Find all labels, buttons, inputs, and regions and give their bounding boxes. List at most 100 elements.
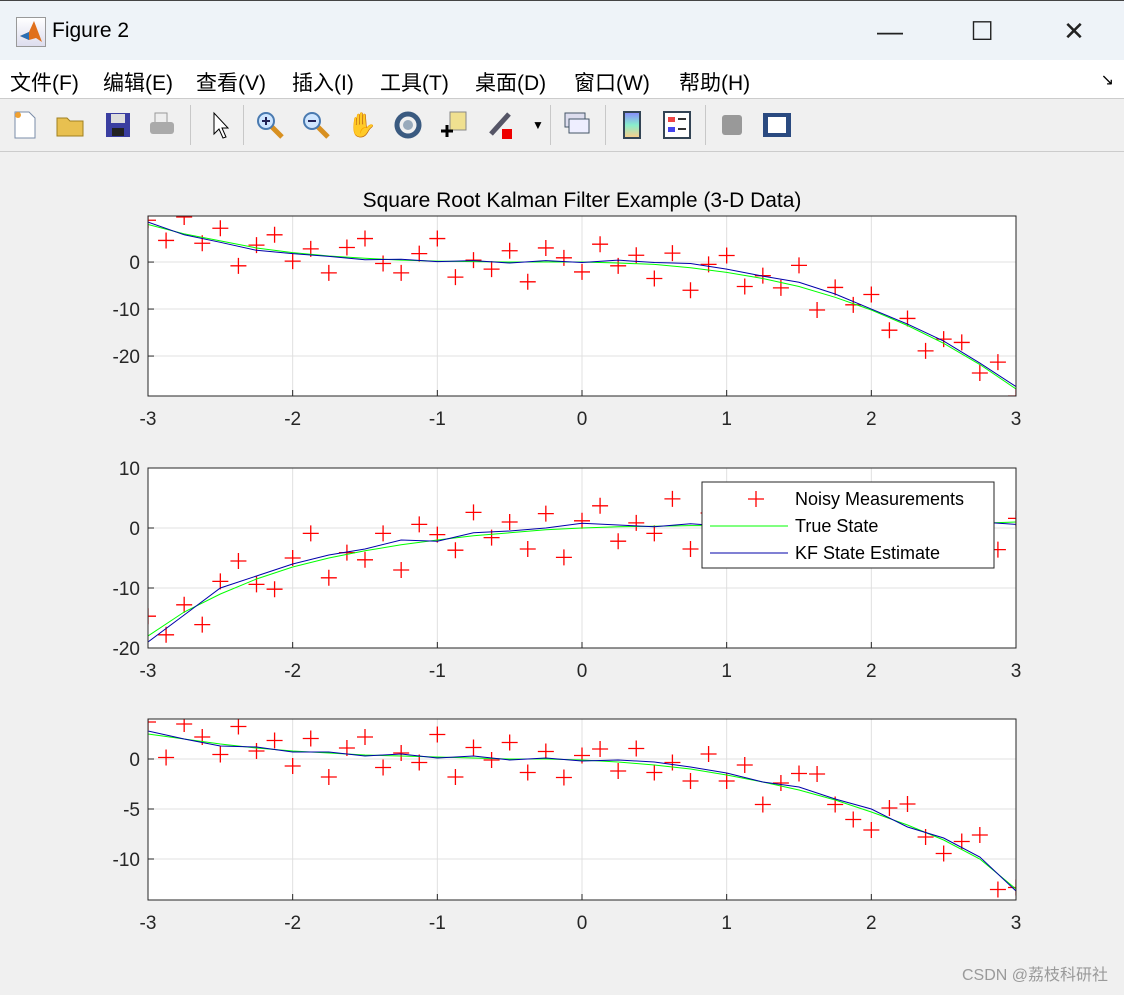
brush-dropdown-icon[interactable]: ▼ <box>532 118 544 132</box>
close-button[interactable]: ✕ <box>1063 15 1085 46</box>
show-plot-tools-icon[interactable] <box>761 109 793 141</box>
rotate-3d-icon[interactable] <box>392 109 424 141</box>
measurement-point <box>682 282 699 299</box>
insert-colorbar-icon[interactable] <box>616 109 648 141</box>
y-tick-label: 0 <box>129 750 140 771</box>
measurement-point <box>357 551 373 568</box>
axes-box <box>147 215 1017 397</box>
zoom-in-icon[interactable] <box>254 109 286 141</box>
save-icon[interactable] <box>102 109 134 141</box>
measurement-point <box>411 516 428 533</box>
title-bar: Figure 2 — ☐ ✕ <box>0 0 1124 61</box>
measurement-point <box>664 490 681 507</box>
minimize-button[interactable]: — <box>877 15 903 46</box>
measurement-point <box>230 553 247 569</box>
measurement-point <box>754 796 771 813</box>
measurement-point <box>628 740 645 757</box>
x-tick-label: 1 <box>721 661 732 682</box>
matlab-logo-icon <box>16 17 46 47</box>
x-tick-label: 2 <box>866 661 877 682</box>
measurement-point <box>628 247 645 264</box>
measurement-point <box>465 739 482 756</box>
menu-help[interactable]: 帮助(H) <box>679 72 751 95</box>
measurement-point <box>320 569 337 586</box>
measurement-point <box>971 827 988 843</box>
measurement-point <box>646 764 663 781</box>
measurement-point <box>447 769 464 785</box>
measurement-point <box>519 273 536 290</box>
x-tick-label: -3 <box>140 913 157 934</box>
y-tick-label: -20 <box>113 639 140 660</box>
measurement-point <box>917 342 934 359</box>
measurement-point <box>863 286 880 303</box>
x-tick-label: -2 <box>284 661 301 682</box>
pan-hand-icon[interactable]: ✋ <box>347 111 377 139</box>
maximize-button[interactable]: ☐ <box>970 15 994 46</box>
measurement-point <box>881 322 898 339</box>
measurement-point <box>411 245 428 262</box>
insert-legend-icon[interactable] <box>661 109 693 141</box>
data-cursor-icon[interactable] <box>438 109 470 141</box>
measurement-point <box>718 247 735 264</box>
series-group <box>148 216 1016 396</box>
measurement-point <box>592 497 609 514</box>
hide-plot-tools-icon[interactable] <box>716 109 748 141</box>
measurement-point <box>537 743 554 760</box>
toolbar-separator <box>605 105 606 145</box>
measurement-point <box>375 759 392 776</box>
link-plot-icon[interactable] <box>561 109 593 141</box>
menu-insert[interactable]: 插入(I) <box>292 72 354 95</box>
measurement-point <box>375 525 392 542</box>
measurement-point <box>230 257 247 274</box>
edit-plot-arrow-icon[interactable] <box>204 109 236 141</box>
y-tick-label: 0 <box>129 253 140 274</box>
measurement-point <box>682 541 699 557</box>
measurement-point <box>148 719 156 730</box>
measurement-point <box>736 278 753 295</box>
zoom-out-icon[interactable] <box>300 109 332 141</box>
x-tick-label: 3 <box>1011 913 1022 934</box>
measurement-point <box>284 253 301 270</box>
menu-window[interactable]: 窗口(W) <box>574 72 650 95</box>
measurement-point <box>592 741 609 757</box>
kf-estimate-line <box>148 730 1016 892</box>
menu-edit[interactable]: 编辑(E) <box>103 72 173 95</box>
y-tick-label: -10 <box>113 579 140 600</box>
measurement-point <box>664 754 681 771</box>
toolbar-separator <box>705 105 706 145</box>
measurement-point <box>338 740 355 756</box>
measurement-point <box>935 845 952 862</box>
measurement-point <box>863 822 880 838</box>
print-icon[interactable] <box>146 109 178 141</box>
measurement-point <box>809 766 826 782</box>
measurement-point <box>148 608 156 625</box>
y-tick-label: 0 <box>129 519 140 540</box>
measurement-point <box>357 230 373 247</box>
x-tick-label: 3 <box>1011 409 1022 430</box>
open-file-icon[interactable] <box>54 109 86 141</box>
x-tick-label: -2 <box>284 913 301 934</box>
measurement-point <box>393 745 410 761</box>
x-tick-label: 0 <box>577 913 588 934</box>
brush-icon[interactable] <box>484 109 516 141</box>
menu-view[interactable]: 查看(V) <box>196 72 266 95</box>
legend-entry: True State <box>795 516 878 536</box>
measurement-point <box>574 263 590 280</box>
x-tick-label: 0 <box>577 661 588 682</box>
measurement-point <box>791 257 807 274</box>
measurement-point <box>501 514 518 530</box>
measurement-point <box>465 504 482 521</box>
menu-file[interactable]: 文件(F) <box>10 72 79 95</box>
menu-tools[interactable]: 工具(T) <box>380 72 449 95</box>
dock-arrow-icon[interactable]: ↘ <box>1100 72 1114 89</box>
measurement-point <box>610 763 627 779</box>
measurement-point <box>176 216 193 225</box>
measurement-point <box>266 226 283 243</box>
measurement-point <box>248 743 265 759</box>
menu-desktop[interactable]: 桌面(D) <box>475 72 547 95</box>
measurement-point <box>628 514 645 531</box>
measurement-point <box>483 261 500 278</box>
measurement-point <box>935 331 952 348</box>
new-figure-icon[interactable] <box>9 109 41 141</box>
